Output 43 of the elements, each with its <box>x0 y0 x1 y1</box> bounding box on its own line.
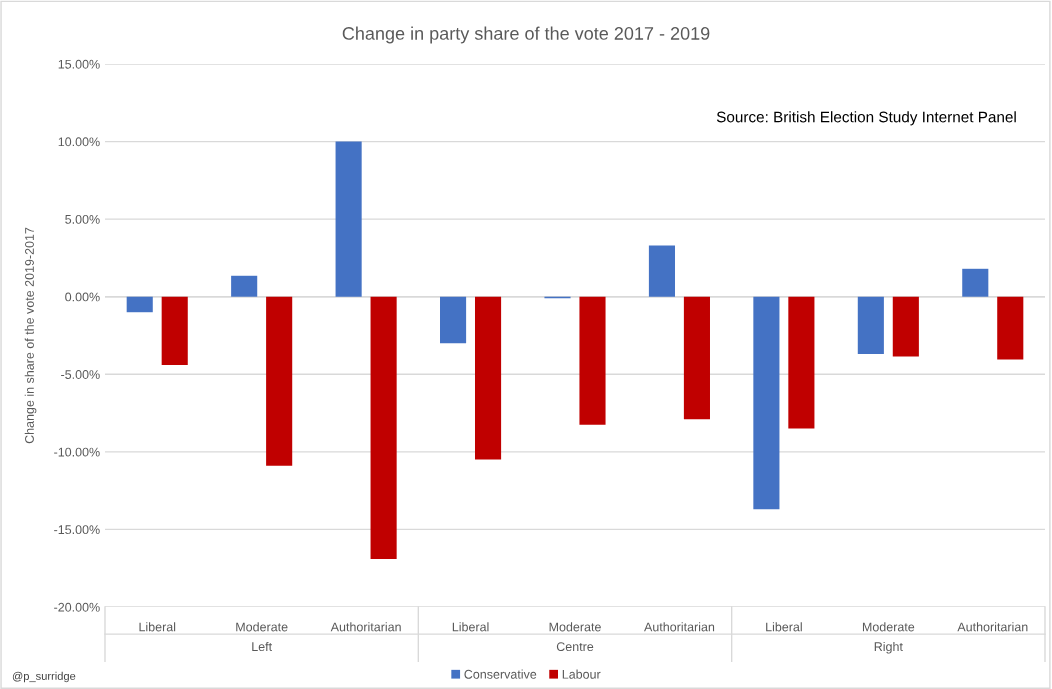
bar <box>335 141 362 297</box>
x-tick-label: Authoritarian <box>330 622 401 632</box>
x-tick-label: Liberal <box>139 622 176 632</box>
y-tick-label: -10.00% <box>54 447 100 457</box>
x-tick-label: Moderate <box>862 622 915 632</box>
bar <box>161 296 188 365</box>
annotation: Source: British Election Study Internet Panel <box>716 111 1016 126</box>
text: @p_surridge <box>12 671 76 683</box>
chart-title: Change in party share of the vote 2017 - 2019 <box>342 26 710 44</box>
x-tick-label: Authoritarian <box>957 622 1028 632</box>
bar <box>266 296 293 466</box>
x-tick-label: Liberal <box>766 622 802 632</box>
y-tick-label: 0.00% <box>65 292 100 302</box>
bar <box>788 296 815 429</box>
y-tick-label: 5.00% <box>65 214 100 224</box>
bar <box>231 275 258 297</box>
y-tick-label: -5.00% <box>61 370 100 379</box>
x-tick-label: Liberal <box>452 622 489 632</box>
x-tick-label: Authoritarian <box>644 622 715 632</box>
y-tick-label: -15.00% <box>54 525 100 535</box>
x-tick-label: Moderate <box>549 622 601 632</box>
x-tick-label: Moderate <box>236 622 288 632</box>
legend-label: Conservative <box>464 669 537 679</box>
bar <box>474 296 502 460</box>
y-tick-label: 15.00% <box>58 59 100 69</box>
bar <box>440 296 467 344</box>
text: Left <box>252 641 272 652</box>
text: Right <box>874 641 903 654</box>
bar <box>753 296 780 510</box>
bar <box>962 268 989 297</box>
bar <box>579 296 606 425</box>
text: Centre <box>556 642 594 652</box>
bar <box>126 296 153 313</box>
bar <box>648 245 676 297</box>
legend-label: Labour <box>562 669 601 679</box>
bar <box>370 296 397 559</box>
y-tick-label: -20.00% <box>54 602 100 612</box>
y-tick-label: 10.00% <box>58 137 100 147</box>
y-axis-title: Change in share of the vote 2019-2017 <box>24 227 37 444</box>
bar <box>892 296 919 357</box>
bar <box>857 296 884 355</box>
bar <box>683 296 710 420</box>
bar <box>997 296 1024 360</box>
